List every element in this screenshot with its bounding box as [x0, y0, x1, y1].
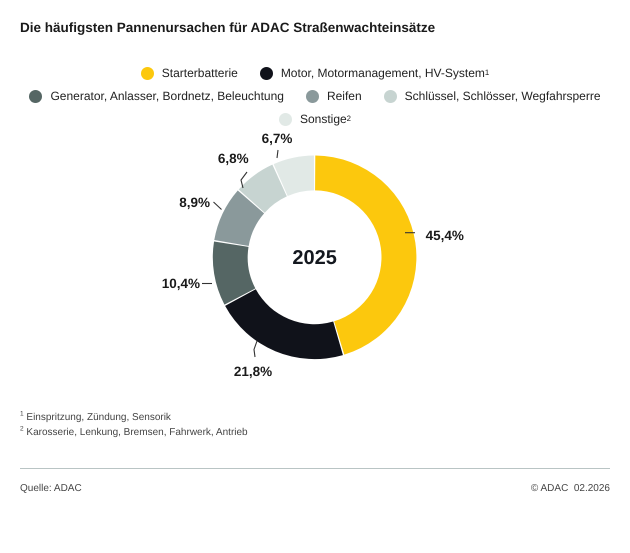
- svg-text:6,8%: 6,8%: [218, 151, 249, 166]
- svg-text:10,4%: 10,4%: [162, 276, 200, 291]
- svg-text:2025: 2025: [292, 247, 337, 269]
- svg-text:8,9%: 8,9%: [179, 195, 210, 210]
- svg-text:45,4%: 45,4%: [426, 228, 464, 243]
- svg-text:6,7%: 6,7%: [262, 131, 293, 146]
- svg-text:21,8%: 21,8%: [234, 364, 272, 379]
